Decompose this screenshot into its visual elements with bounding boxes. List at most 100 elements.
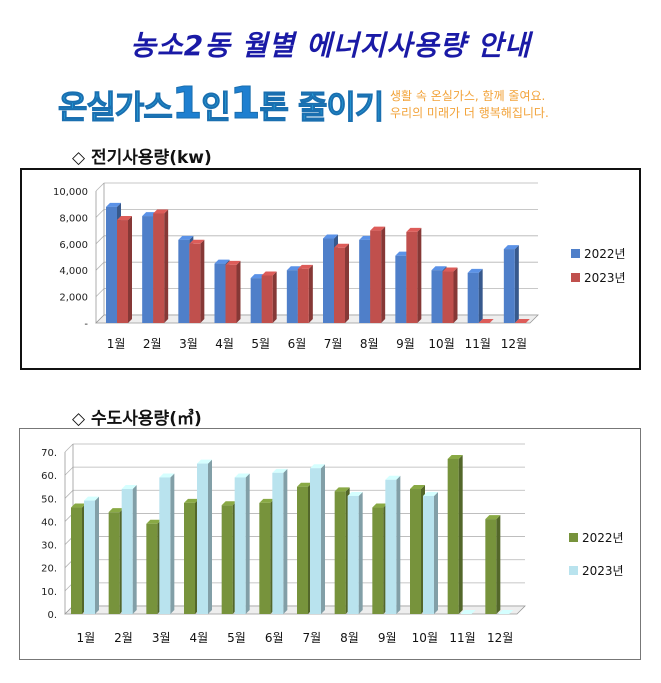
water-bar-top — [234, 473, 250, 478]
elec-bar-series1 — [106, 206, 117, 323]
elec-bar-top — [297, 264, 313, 269]
water-xtick-label: 7월 — [302, 631, 321, 645]
water-bar-series1 — [259, 502, 271, 614]
water-ytick-label: 10. — [41, 587, 57, 598]
water-legend-label: 2022년 — [582, 531, 624, 545]
elec-bar-side — [236, 260, 241, 323]
elec-bar-series1 — [395, 255, 407, 323]
water-bar-top — [197, 459, 212, 464]
water-bar-side — [321, 464, 325, 614]
water-bar-top — [259, 498, 275, 503]
water-bar-top — [447, 454, 463, 459]
water-gridline-side — [64, 490, 74, 499]
elec-bar-series2 — [117, 220, 128, 323]
elec-xtick-label: 8월 — [360, 337, 379, 351]
elec-legend-label: 2022년 — [584, 247, 626, 261]
elec-xtick-label: 3월 — [179, 337, 198, 351]
elec-bar-series1 — [286, 270, 298, 323]
elec-ytick-label: 8,000 — [59, 213, 88, 224]
water-bar-series2 — [272, 472, 284, 614]
water-ytick-label: 40. — [41, 517, 57, 528]
elec-bar-side — [164, 209, 169, 323]
elec-bar-series1 — [431, 270, 443, 323]
elec-bar-series2 — [370, 230, 382, 323]
water-bar-top — [184, 498, 199, 503]
water-bar-top — [423, 491, 438, 496]
water-ytick-label: 0. — [47, 610, 57, 621]
elec-xtick-label: 2월 — [143, 337, 162, 351]
water-bar-series1 — [334, 491, 346, 614]
water-xtick-label: 6월 — [265, 631, 284, 645]
elec-bar-series1 — [359, 239, 371, 323]
elec-bar-top — [406, 227, 422, 232]
water-bar-side — [496, 515, 501, 614]
water-bar-side — [208, 459, 212, 614]
water-bar-series1 — [71, 507, 82, 614]
elec-bar-side — [381, 226, 386, 323]
elec-ytick-label: - — [84, 319, 88, 330]
water-bar-side — [132, 485, 137, 614]
elec-bar-side — [478, 268, 483, 323]
water-bar-top — [221, 501, 237, 506]
water-legend-label: 2023년 — [582, 564, 624, 578]
elec-bar-series1 — [142, 216, 154, 323]
water-bar-top — [71, 503, 86, 508]
elec-bar-series2 — [334, 247, 345, 323]
elec-bar-series2 — [442, 271, 454, 323]
water-bar-top — [385, 475, 401, 480]
water-xtick-label: 10월 — [412, 631, 438, 645]
elec-legend-label: 2023년 — [584, 271, 626, 285]
water-xtick-label: 12월 — [487, 631, 513, 645]
water-gridline-side — [64, 466, 74, 476]
water-bar-series2 — [159, 477, 171, 614]
elec-bar-series1 — [250, 278, 262, 323]
tagline-line1: 생활 속 온실가스, 함께 줄여요. — [390, 89, 546, 103]
water-bar-series2 — [310, 468, 321, 614]
water-ytick-label: 50. — [41, 494, 57, 505]
water-bar-series1 — [410, 489, 421, 614]
elec-bar-series2 — [297, 268, 309, 323]
elec-bar-top — [442, 267, 458, 272]
elec-bar-series1 — [323, 238, 334, 323]
campaign-tagline: 생활 속 온실가스, 함께 줄여요. 우리의 미래가 더 행복해집니다. — [390, 88, 549, 122]
water-bar-series1 — [447, 458, 459, 614]
slogan-in: 인 — [201, 88, 231, 127]
slogan-number-one: 1 — [171, 78, 203, 130]
water-bar-top — [485, 515, 501, 520]
elec-xtick-label: 4월 — [215, 337, 234, 351]
water-bar-side — [396, 475, 401, 614]
water-gridline-side — [64, 443, 74, 453]
elec-bar-top — [334, 243, 349, 248]
water-bar-series2 — [84, 500, 95, 614]
elec-xtick-label: 9월 — [396, 337, 415, 351]
elec-bar-series2 — [225, 264, 237, 323]
water-bar-series2 — [121, 489, 133, 614]
water-bar-series2 — [423, 495, 434, 614]
elec-bar-side — [514, 245, 519, 323]
water-bar-top — [498, 610, 514, 614]
elec-bar-top — [431, 266, 447, 271]
electricity-chart: - 2,000 4,000 6,000 8,000 10,000 1월 2월 3월 4월 5월 6월 7… — [53, 182, 626, 351]
elec-gridline-side — [95, 209, 105, 218]
water-bar-top — [121, 485, 137, 490]
elec-bar-series2 — [189, 243, 201, 323]
elec-xtick-label: 10월 — [428, 337, 454, 351]
water-bar-series1 — [485, 519, 497, 614]
elec-xtick-label: 11월 — [465, 337, 491, 351]
page-title: 농소2동 월별 에너지사용량 안내 — [130, 29, 531, 62]
elec-xtick-label: 7월 — [324, 337, 343, 351]
elec-gridline-side — [95, 261, 105, 271]
slogan-part1: 온실가스 — [58, 88, 174, 127]
elec-bar-series1 — [467, 272, 479, 323]
elec-gridline-side — [95, 182, 105, 192]
elec-bar-top — [370, 226, 386, 231]
water-bar-series2 — [234, 477, 246, 614]
elec-bar-series1 — [214, 263, 226, 323]
water-chart: 0. 10. 20. 30. 40. 50. 60. 70. 1월 2월 3월 4월 5월 6월 7월 8월 9… — [41, 443, 624, 645]
water-bar-top — [84, 496, 99, 501]
water-bar-top — [297, 482, 312, 487]
water-bar-top — [334, 487, 350, 492]
elec-bar-top — [189, 239, 205, 244]
water-bar-series2 — [385, 479, 397, 614]
elec-bar-top — [106, 202, 121, 207]
